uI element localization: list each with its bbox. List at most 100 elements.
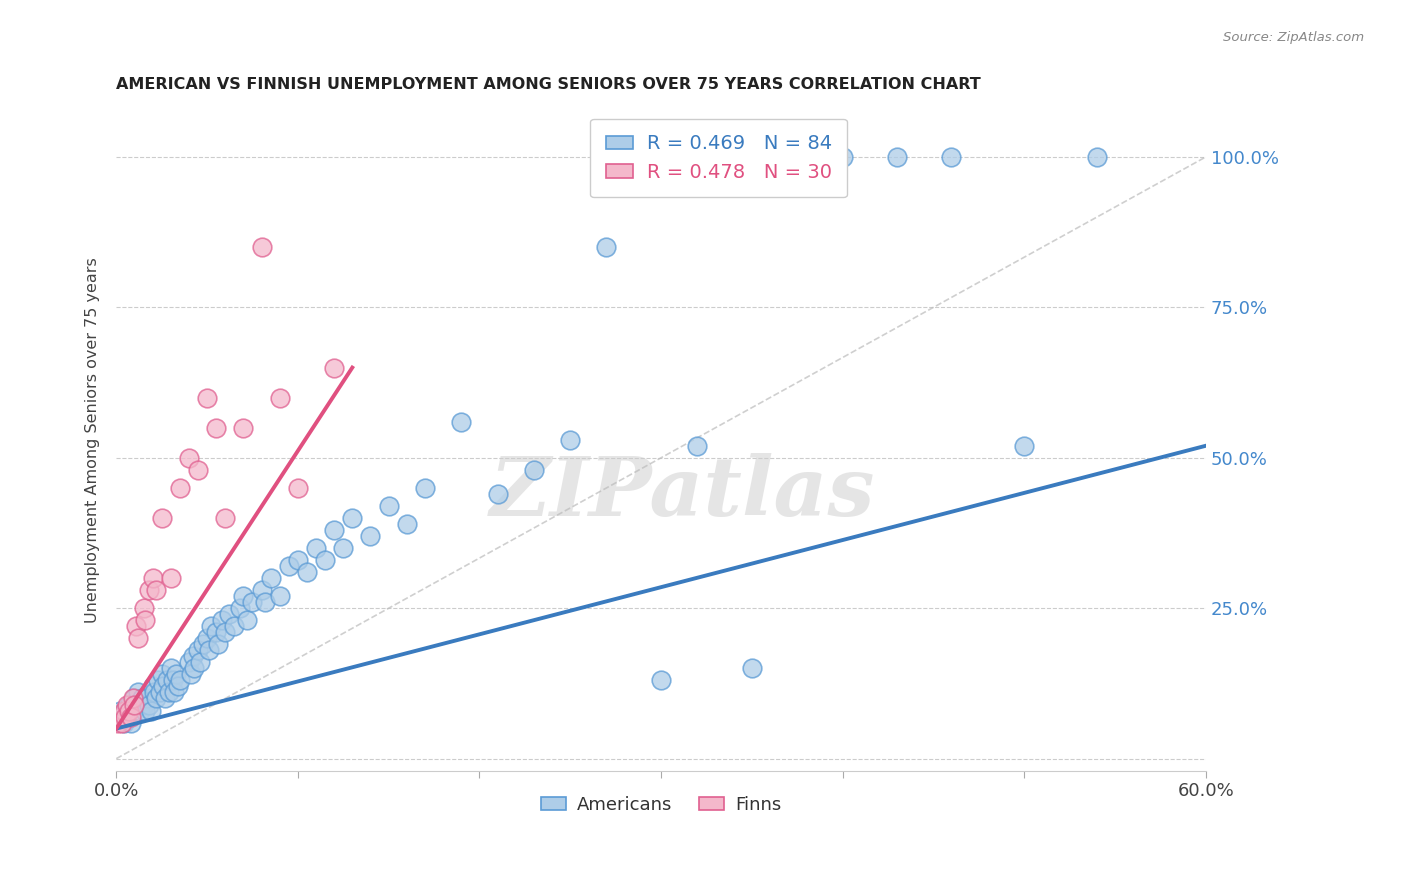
Point [188, 656, 211, 670]
Point [152, 680, 174, 694]
Point [277, 559, 299, 574]
Point [595, 240, 617, 254]
Point [163, 685, 186, 699]
Point [413, 481, 436, 495]
Point [134, 704, 156, 718]
Point [259, 571, 281, 585]
Point [127, 632, 149, 646]
Point [125, 619, 148, 633]
Point [120, 715, 142, 730]
Point [108, 704, 131, 718]
Point [831, 150, 853, 164]
Point [128, 704, 150, 718]
Point [115, 709, 138, 723]
Point [138, 698, 160, 712]
Point [377, 499, 399, 513]
Point [145, 691, 167, 706]
Point [111, 709, 134, 723]
Point [200, 619, 222, 633]
Point [142, 571, 165, 585]
Point [177, 450, 200, 465]
Point [207, 637, 229, 651]
Point [269, 589, 291, 603]
Point [162, 673, 184, 688]
Point [124, 698, 146, 712]
Point [136, 691, 159, 706]
Point [198, 643, 221, 657]
Y-axis label: Unemployment Among Seniors over 75 years: Unemployment Among Seniors over 75 years [86, 257, 100, 623]
Point [295, 565, 318, 579]
Point [180, 667, 202, 681]
Point [177, 656, 200, 670]
Point [187, 643, 209, 657]
Point [159, 571, 181, 585]
Point [650, 673, 672, 688]
Point [269, 391, 291, 405]
Point [254, 595, 277, 609]
Point [108, 709, 131, 723]
Point [332, 541, 354, 555]
Point [150, 667, 173, 681]
Point [139, 704, 162, 718]
Point [287, 553, 309, 567]
Point [181, 649, 204, 664]
Point [156, 673, 179, 688]
Point [145, 583, 167, 598]
Point [686, 439, 709, 453]
Point [169, 481, 191, 495]
Point [287, 481, 309, 495]
Legend: Americans, Finns: Americans, Finns [533, 789, 789, 822]
Point [229, 601, 252, 615]
Point [211, 613, 233, 627]
Point [450, 415, 472, 429]
Point [125, 698, 148, 712]
Point [395, 516, 418, 531]
Point [560, 433, 582, 447]
Text: ZIPatlas: ZIPatlas [491, 453, 876, 533]
Point [146, 673, 169, 688]
Point [183, 661, 205, 675]
Point [195, 391, 218, 405]
Point [250, 240, 273, 254]
Point [242, 595, 264, 609]
Point [138, 583, 160, 598]
Point [1012, 439, 1035, 453]
Point [205, 625, 228, 640]
Point [794, 150, 817, 164]
Point [886, 150, 908, 164]
Point [250, 583, 273, 598]
Point [193, 637, 215, 651]
Point [314, 553, 336, 567]
Point [187, 463, 209, 477]
Point [142, 680, 165, 694]
Point [941, 150, 963, 164]
Point [169, 673, 191, 688]
Point [124, 691, 146, 706]
Point [134, 613, 156, 627]
Point [218, 607, 240, 622]
Point [342, 511, 364, 525]
Point [107, 715, 129, 730]
Point [127, 685, 149, 699]
Point [167, 680, 190, 694]
Point [232, 421, 254, 435]
Point [741, 661, 763, 675]
Point [323, 360, 346, 375]
Point [132, 601, 155, 615]
Point [149, 685, 172, 699]
Point [305, 541, 328, 555]
Point [232, 589, 254, 603]
Point [111, 715, 134, 730]
Point [114, 704, 136, 718]
Point [131, 691, 153, 706]
Text: Source: ZipAtlas.com: Source: ZipAtlas.com [1223, 31, 1364, 45]
Point [359, 529, 381, 543]
Point [1085, 150, 1108, 164]
Point [214, 625, 236, 640]
Point [120, 709, 142, 723]
Point [132, 698, 155, 712]
Point [150, 511, 173, 525]
Point [165, 667, 187, 681]
Point [157, 685, 180, 699]
Point [121, 691, 143, 706]
